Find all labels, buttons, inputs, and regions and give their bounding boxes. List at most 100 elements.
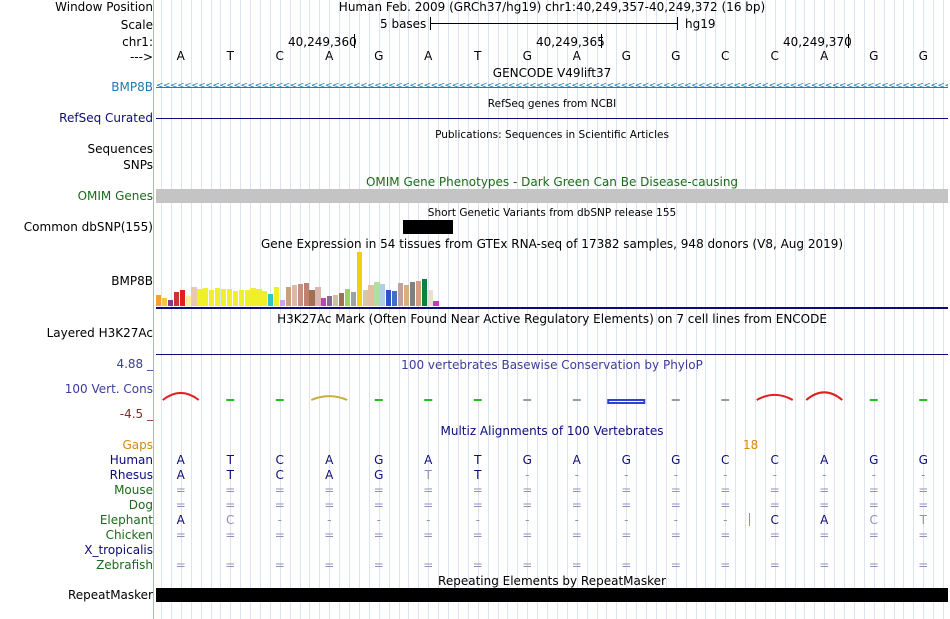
gtex-tissue-bar[interactable] [338,293,345,306]
alignment-base: - [772,468,777,482]
track-label-divider [153,0,154,619]
gtex-tissue-bar[interactable] [427,290,433,306]
gtex-tissue-bar[interactable] [397,283,404,306]
gtex-tissue-bar[interactable] [409,282,415,306]
gtex-tissue-bar[interactable] [368,285,374,306]
gtex-tissue-bar[interactable] [268,294,274,306]
gtex-tissue-bar[interactable] [403,285,410,306]
gtex-tissue-bar[interactable] [333,295,339,306]
phylop-score-glyph [607,399,646,404]
gtex-tissue-bar[interactable] [215,288,221,306]
species-label-chicken[interactable]: Chicken [105,528,153,542]
alignment-base: = [175,528,186,542]
alignment-base: = [522,528,533,542]
alignment-base: = [868,483,879,497]
gtex-tissue-bar[interactable] [279,300,286,306]
gtex-tissue-bar[interactable] [238,290,244,306]
gtex-tissue-bar[interactable] [291,285,297,306]
grid-line [626,0,627,619]
gtex-tissue-bar[interactable] [161,298,168,306]
gtex-tissue-bar[interactable] [315,287,321,306]
alignment-base: = [571,483,582,497]
refseq-gene-line[interactable] [156,118,948,119]
gencode-gene-feature[interactable]: <<<<<<<<<<<<<<<<<<<<<<<<<<<<<<<<<<<<<<<<… [156,81,948,93]
gtex-tissue-bar[interactable] [250,288,256,306]
gencode-track-label[interactable]: BMP8B [111,80,153,94]
species-label-elephant[interactable]: Elephant [99,513,153,527]
dbsnp-variant[interactable] [403,220,453,234]
repeatmasker-element[interactable] [156,588,948,602]
species-label-rhesus[interactable]: Rhesus [109,468,153,482]
snps-label[interactable]: SNPs [123,158,153,172]
gtex-tissue-bar[interactable] [350,292,356,306]
gtex-track-label[interactable]: BMP8B [111,274,153,288]
grid-line [814,0,815,619]
species-label-x_tropicalis[interactable]: X_tropicalis [84,543,153,557]
phylop-track-label[interactable]: 100 Vert. Cons [64,382,153,396]
gtex-tissue-bar[interactable] [244,290,250,306]
publications-track-label[interactable]: Sequences [87,142,153,156]
species-label-zebrafish[interactable]: Zebrafish [96,558,153,572]
refseq-track-label[interactable]: RefSeq Curated [59,111,153,125]
gtex-tissue-bar[interactable] [220,289,227,306]
gtex-tissue-bar[interactable] [344,289,351,306]
alignment-base: G [918,453,928,467]
gtex-tissue-bar[interactable] [256,289,262,306]
species-label-dog[interactable]: Dog [128,498,153,512]
gtex-tissue-bar[interactable] [167,300,174,306]
gtex-tissue-bar[interactable] [392,291,398,306]
gtex-tissue-bar[interactable] [327,296,333,306]
gtex-tissue-bar[interactable] [421,279,427,306]
alignment-base: G [374,453,384,467]
gtex-tissue-bar[interactable] [179,290,185,306]
phylop-conservation-plot[interactable] [154,380,950,410]
gtex-tissue-bar[interactable] [374,282,380,306]
grid-line [161,0,162,619]
multiz-gaps-label[interactable]: Gaps [122,438,153,452]
gtex-tissue-bar[interactable] [297,284,303,306]
gtex-tissue-bar[interactable] [415,281,421,306]
reference-base: C [275,49,284,63]
species-label-human[interactable]: Human [109,453,153,467]
alignment-base: = [670,528,681,542]
gtex-tissue-bar[interactable] [309,290,315,306]
omim-gene-feature[interactable] [156,189,948,203]
alignment-base: = [274,558,285,572]
h3k27ac-track-title: H3K27Ac Mark (Often Found Near Active Re… [277,312,827,326]
gtex-tissue-bar[interactable] [191,287,197,306]
multiz-alignment-rows[interactable]: Human A T C A G A T G A G G C C A G G Rhesus A T C A G T T - - - - - -… [0,453,950,575]
gtex-tissue-bar[interactable] [209,290,215,306]
grid-line [686,0,687,619]
gtex-tissue-bar[interactable] [156,295,162,306]
gtex-tissue-bar[interactable] [433,301,439,306]
reference-base: T [474,49,482,63]
gtex-tissue-bar[interactable] [185,296,191,306]
grid-line [646,0,647,619]
publications-track-title: Publications: Sequences in Scientific Ar… [435,129,669,141]
h3k27ac-track-label[interactable]: Layered H3K27Ac [46,326,153,340]
gtex-tissue-bar[interactable] [203,288,209,306]
gtex-tissue-bar[interactable] [197,289,203,306]
species-label-mouse[interactable]: Mouse [114,483,153,497]
gtex-tissue-bar[interactable] [232,291,238,306]
gtex-tissue-bar[interactable] [321,298,327,306]
gtex-tissue-bar[interactable] [356,252,362,306]
gtex-tissue-bar[interactable] [285,287,292,306]
gtex-tissue-bar[interactable] [173,292,179,306]
gtex-tissue-bar[interactable] [386,290,392,306]
grid-line [438,0,439,619]
alignment-base: = [423,528,434,542]
omim-track-label[interactable]: OMIM Genes [77,189,153,203]
gtex-tissue-bar[interactable] [226,289,233,306]
gtex-tissue-bar[interactable] [362,290,368,306]
gtex-tissue-bar[interactable] [262,291,268,306]
grid-line [577,0,578,619]
gtex-bar-chart[interactable] [156,252,536,306]
chrom-label: chr1: [122,35,153,49]
gtex-tissue-bar[interactable] [303,283,309,306]
repeatmasker-track-label[interactable]: RepeatMasker [67,588,153,602]
alignment-base: = [819,498,830,512]
gtex-tissue-bar[interactable] [274,287,280,306]
dbsnp-track-label[interactable]: Common dbSNP(155) [23,220,153,234]
gtex-tissue-bar[interactable] [380,284,386,306]
